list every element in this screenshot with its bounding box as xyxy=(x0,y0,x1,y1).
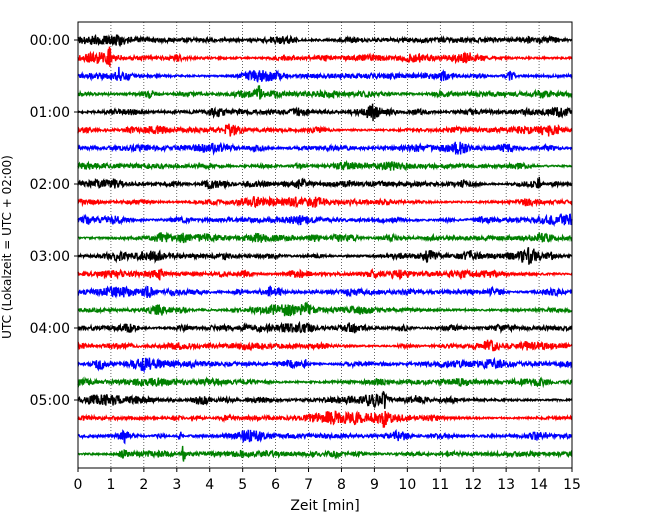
trace-12 xyxy=(77,247,573,265)
plot-frame xyxy=(77,21,573,469)
trace-16 xyxy=(77,320,573,335)
trace-17 xyxy=(77,339,573,352)
trace-23 xyxy=(77,445,573,462)
y-tick-label: 05:00 xyxy=(30,393,70,409)
trace-22 xyxy=(77,428,573,445)
x-tick-label: 12 xyxy=(464,477,482,493)
trace-7 xyxy=(77,159,573,172)
trace-21 xyxy=(77,410,573,428)
x-tick-label: 2 xyxy=(139,477,148,493)
trace-13 xyxy=(77,268,573,281)
trace-0 xyxy=(77,33,573,48)
y-axis-ticks: 00:00 01:00 02:00 03:00 04:00 05:00 xyxy=(30,33,78,409)
x-tick-label: 0 xyxy=(74,477,83,493)
trace-2 xyxy=(77,66,573,83)
trace-6 xyxy=(77,141,573,156)
trace-18 xyxy=(77,356,573,374)
x-axis-label: Zeit [min] xyxy=(290,498,359,514)
trace-11 xyxy=(77,231,573,244)
x-tick-label: 8 xyxy=(337,477,346,493)
x-tick-label: 1 xyxy=(106,477,115,493)
trace-15 xyxy=(77,301,573,317)
x-tick-label: 10 xyxy=(398,477,416,493)
vertical-gridlines xyxy=(110,22,540,468)
trace-19 xyxy=(77,376,573,389)
x-tick-label: 15 xyxy=(563,477,581,493)
y-tick-label: 03:00 xyxy=(30,249,70,265)
trace-20 xyxy=(77,390,573,410)
trace-4 xyxy=(77,103,573,122)
x-tick-label: 4 xyxy=(205,477,214,493)
trace-14 xyxy=(77,284,573,299)
trace-3 xyxy=(77,85,573,100)
x-tick-label: 6 xyxy=(271,477,280,493)
y-axis-label: UTC (Lokalzeit = UTC + 02:00) xyxy=(0,155,14,339)
trace-1 xyxy=(77,46,573,67)
trace-9 xyxy=(77,195,573,209)
y-tick-label: 04:00 xyxy=(30,321,70,337)
seismogram-traces xyxy=(77,33,573,462)
x-tick-label: 3 xyxy=(172,477,181,493)
x-tick-label: 9 xyxy=(370,477,379,493)
x-tick-label: 14 xyxy=(530,477,548,493)
trace-10 xyxy=(77,212,573,228)
x-tick-label: 5 xyxy=(238,477,247,493)
y-tick-label: 01:00 xyxy=(30,105,70,121)
x-tick-label: 7 xyxy=(304,477,313,493)
x-axis-ticks: 0 1 2 3 4 5 6 7 8 9 10 11 12 13 14 15 xyxy=(74,468,581,493)
y-tick-label: 02:00 xyxy=(30,177,70,193)
x-tick-label: 13 xyxy=(497,477,515,493)
trace-5 xyxy=(77,123,573,137)
x-tick-label: 11 xyxy=(431,477,449,493)
y-tick-label: 00:00 xyxy=(30,33,70,49)
trace-8 xyxy=(77,176,573,190)
